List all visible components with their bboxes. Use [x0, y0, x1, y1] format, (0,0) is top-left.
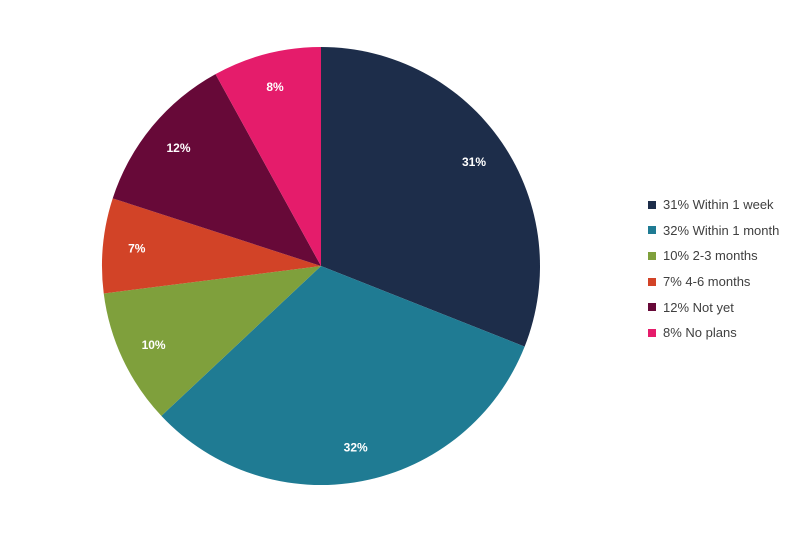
legend-swatch [648, 226, 656, 235]
data-label: 8% [266, 80, 284, 94]
legend-label: 31% Within 1 week [663, 197, 774, 213]
legend-swatch [648, 251, 656, 260]
legend-label: 8% No plans [663, 325, 737, 341]
pie-slice-not-yet [112, 74, 321, 266]
legend-item: 32% Within 1 month [648, 218, 779, 244]
legend-label: 12% Not yet [663, 299, 734, 315]
legend-swatch [648, 200, 656, 209]
pie-slice-4-6-months [102, 198, 322, 294]
pie-slice-2-3-months [103, 266, 321, 416]
pie-data-labels: 31% 32% 10% 7% 12% 8% [128, 80, 486, 455]
data-label: 10% [142, 338, 166, 352]
legend-swatch [648, 303, 656, 312]
legend-item: 12% Not yet [648, 294, 779, 320]
legend-label: 7% 4-6 months [663, 274, 751, 290]
legend-label: 10% 2-3 months [663, 248, 758, 264]
legend-item: 7% 4-6 months [648, 269, 779, 295]
legend-swatch [648, 277, 656, 286]
legend-item: 8% No plans [648, 320, 779, 346]
pie-slice-within-1-week [321, 47, 540, 347]
legend-item: 10% 2-3 months [648, 243, 779, 269]
data-label: 12% [166, 141, 190, 155]
legend-label: 32% Within 1 month [663, 222, 780, 238]
data-label: 7% [128, 242, 146, 256]
legend-swatch [648, 328, 656, 337]
legend: 31% Within 1 week 32% Within 1 month 10% 2… [648, 192, 779, 346]
data-label: 31% [462, 155, 486, 169]
pie-slice-no-plans [215, 47, 321, 266]
legend-item: 31% Within 1 week [648, 192, 779, 218]
pie-slice-within-1-month [161, 266, 525, 485]
data-label: 32% [344, 441, 368, 455]
pie-slices [102, 47, 540, 485]
